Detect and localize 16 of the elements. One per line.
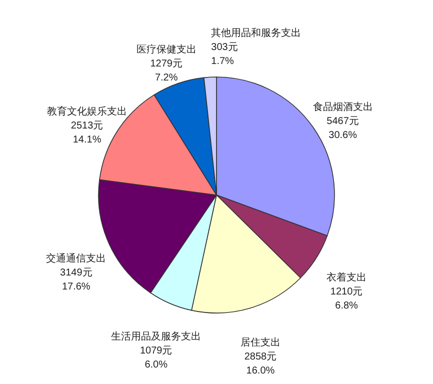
data-label: 1279元 7.2% xyxy=(150,58,182,84)
data-label: 5467元 30.6% xyxy=(326,116,359,141)
slice-label: 食品烟酒支出 xyxy=(312,100,373,113)
slice-label: 居住支出 xyxy=(240,336,280,349)
data-label: 2513元 14.1% xyxy=(70,120,104,146)
data-label: 1079元 6.0% xyxy=(140,346,172,371)
slice-label: 其他用品和服务支出 xyxy=(211,27,302,40)
slice-label: 衣着支出 xyxy=(326,272,367,284)
data-label: 303元 1.7% xyxy=(211,42,238,68)
data-label: 2858元 16.0% xyxy=(244,352,277,377)
slice-label: 生活用品及服务支出 xyxy=(111,330,202,343)
slice-label: 交通通信支出 xyxy=(46,252,106,264)
slice-label: 教育文化娱乐支出 xyxy=(47,106,128,118)
data-label: 3149元 17.6% xyxy=(60,267,92,292)
slice-label: 医疗保健支出 xyxy=(136,43,196,56)
data-label: 1210元 6.8% xyxy=(330,286,363,312)
